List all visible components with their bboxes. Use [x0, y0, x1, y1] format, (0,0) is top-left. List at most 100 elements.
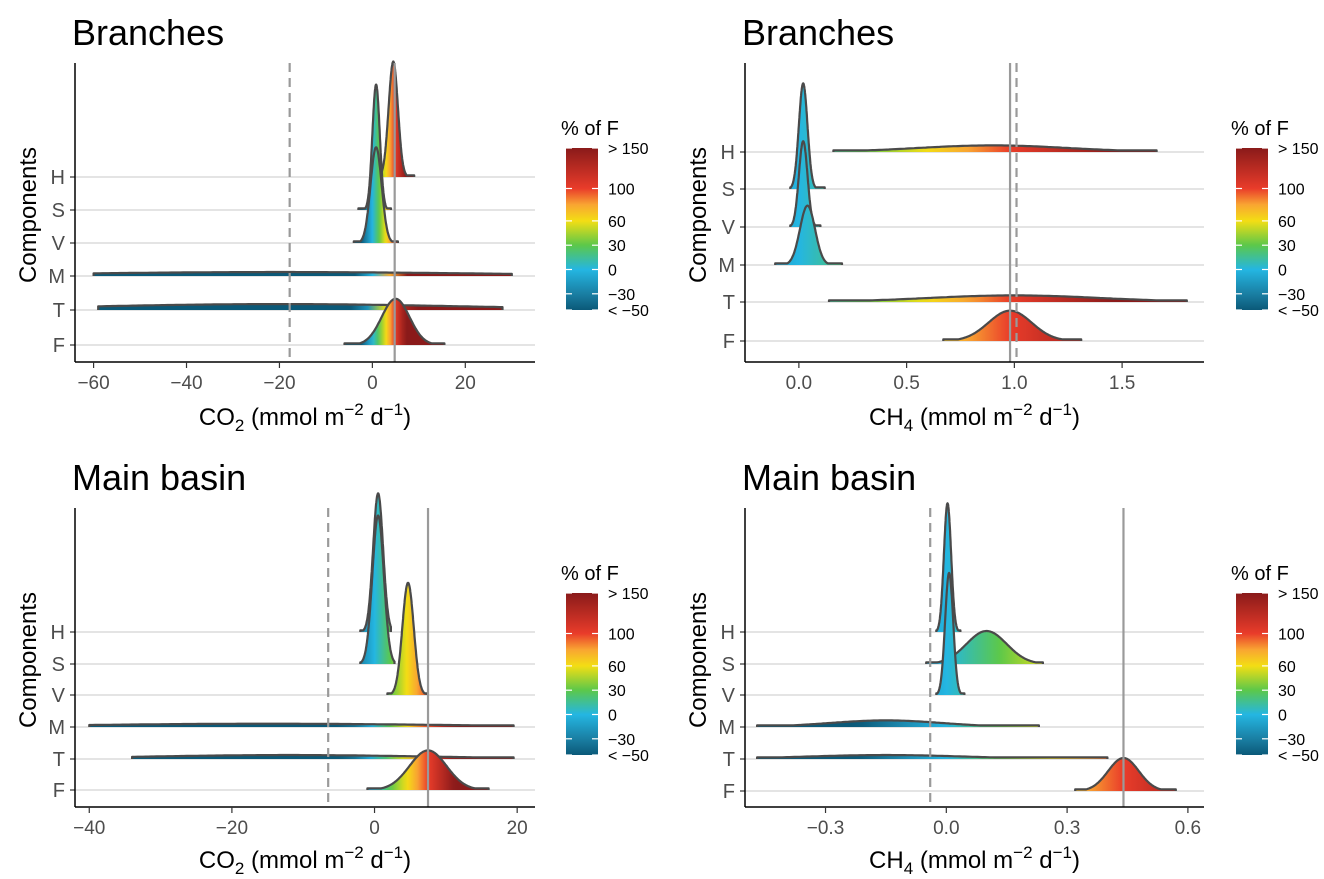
- y-axis-label: Components: [15, 592, 42, 728]
- legend-label: −30: [1278, 732, 1305, 749]
- legend-title: % of F: [561, 118, 619, 140]
- ridge-outline-T: [97, 303, 504, 310]
- category-label-T: T: [53, 300, 65, 322]
- category-label-S: S: [722, 654, 735, 676]
- legend-colorbar: [1236, 148, 1268, 310]
- ridge-outline-H: [935, 502, 962, 632]
- x-tick-label: 1.0: [1001, 373, 1027, 394]
- ridge-fill-V: [790, 141, 821, 227]
- panel-title: Main basin: [72, 457, 246, 498]
- ridge-outline-M: [88, 722, 515, 727]
- category-label-H: H: [721, 142, 735, 164]
- legend: % of F> 150 100 60 30 0 −30< −50: [1231, 563, 1319, 765]
- legend-label: 60: [608, 659, 626, 676]
- legend-label: 30: [1278, 238, 1296, 255]
- category-label-V: V: [722, 217, 736, 239]
- ridge-outline-T: [827, 294, 1188, 302]
- x-tick-label: 0.5: [893, 373, 919, 394]
- ridges: [88, 492, 515, 790]
- legend-colorbar: [566, 593, 598, 755]
- legend-label: < −50: [608, 748, 649, 765]
- x-tick-label: 20: [455, 373, 476, 394]
- legend-label: > 150: [1278, 586, 1319, 603]
- category-label-M: M: [48, 717, 65, 739]
- legend-title: % of F: [1231, 563, 1289, 585]
- category-label-F: F: [53, 335, 65, 357]
- ridge-outline-V: [789, 140, 822, 227]
- legend-label: −30: [608, 732, 635, 749]
- ridge-outline-H: [832, 144, 1158, 152]
- ridges: [756, 502, 1177, 791]
- category-label-F: F: [723, 781, 735, 803]
- legend-label: > 150: [1278, 141, 1319, 158]
- category-label-F: F: [53, 780, 65, 802]
- legend-label: 0: [1278, 708, 1287, 725]
- ridges: [92, 60, 513, 345]
- ridges: [774, 82, 1188, 341]
- legend: % of F> 150 100 60 30 0 −30< −50: [1231, 118, 1319, 320]
- legend-label: 0: [608, 708, 617, 725]
- category-label-V: V: [722, 685, 736, 707]
- x-tick-label: −20: [263, 373, 295, 394]
- legend-label: 30: [608, 238, 626, 255]
- legend-colorbar: [1236, 593, 1268, 755]
- y-axis-label: Components: [685, 147, 712, 283]
- category-label-V: V: [52, 233, 66, 255]
- ridge-outline-V: [386, 581, 428, 695]
- legend-label: −30: [1278, 287, 1305, 304]
- ridge-fill-F: [943, 310, 1082, 341]
- category-label-M: M: [48, 266, 65, 288]
- x-tick-label: 0: [369, 818, 380, 839]
- legend-title: % of F: [561, 563, 619, 585]
- category-label-H: H: [51, 167, 65, 189]
- panel-title: Main basin: [742, 457, 916, 498]
- legend-label: 0: [608, 263, 617, 280]
- category-label-H: H: [721, 622, 735, 644]
- category-label-M: M: [718, 255, 735, 277]
- legend-label: < −50: [608, 303, 649, 320]
- category-label-S: S: [52, 654, 65, 676]
- x-axis-label: CH4 (mmol m−2 d−1): [869, 843, 1080, 878]
- ridge-outline-T: [756, 753, 1109, 759]
- x-tick-label: −60: [77, 373, 109, 394]
- x-tick-label: −40: [170, 373, 202, 394]
- category-label-T: T: [723, 292, 735, 314]
- panel-title: Branches: [72, 12, 224, 53]
- x-axis-label: CO2 (mmol m−2 d−1): [199, 400, 411, 435]
- category-label-S: S: [722, 179, 735, 201]
- x-tick-label: 0.0: [786, 373, 812, 394]
- legend-colorbar: [566, 148, 598, 310]
- legend-label: < −50: [1278, 303, 1319, 320]
- legend-label: 60: [608, 214, 626, 231]
- x-tick-label: −20: [216, 818, 248, 839]
- ridge-outline-S: [357, 83, 393, 210]
- category-label-H: H: [51, 622, 65, 644]
- x-tick-label: −40: [73, 818, 105, 839]
- legend-label: > 150: [608, 141, 649, 158]
- y-axis-label: Components: [15, 147, 42, 283]
- ridge-outline-M: [756, 719, 1040, 727]
- x-tick-label: −0.3: [807, 818, 845, 839]
- x-tick-label: 0.3: [1054, 818, 1080, 839]
- category-label-F: F: [723, 331, 735, 353]
- x-tick-label: 0.6: [1175, 818, 1201, 839]
- ridge-fill-V: [387, 582, 427, 695]
- legend-label: > 150: [608, 586, 649, 603]
- legend: % of F> 150 100 60 30 0 −30< −50: [561, 563, 649, 765]
- category-label-T: T: [723, 749, 735, 771]
- ridge-fill-T: [829, 295, 1187, 302]
- ridge-outline-M: [92, 270, 513, 276]
- ridge-fill-H: [833, 145, 1157, 152]
- legend-title: % of F: [1231, 118, 1289, 140]
- y-axis-label: Components: [685, 592, 712, 728]
- ridge-outline-S: [359, 514, 396, 664]
- x-axis-label: CH4 (mmol m−2 d−1): [869, 400, 1080, 435]
- ridge-fill-V: [353, 147, 398, 243]
- category-label-M: M: [718, 717, 735, 739]
- legend-label: 30: [608, 683, 626, 700]
- legend-label: −30: [608, 287, 635, 304]
